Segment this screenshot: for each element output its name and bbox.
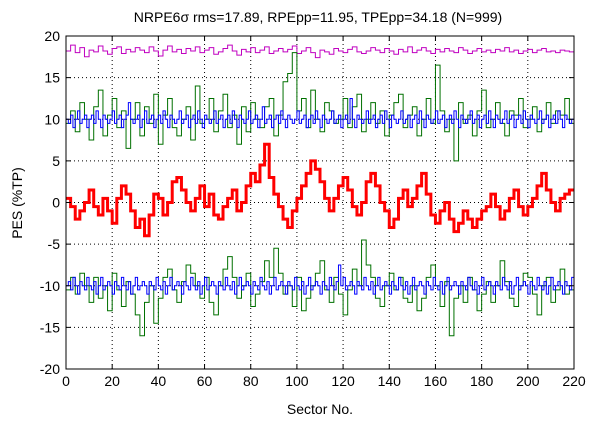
x-tick-label: 200: [516, 373, 540, 389]
y-axis-label: PES (%TP): [9, 167, 25, 239]
y-tick-label: 0: [52, 195, 60, 211]
y-tick-label: -10: [40, 278, 60, 294]
series-line-6: [66, 264, 574, 295]
x-axis-ticks: 0 20 40 60 80 100 120 140 160 180 200 220: [62, 36, 586, 389]
x-tick-label: 180: [470, 373, 494, 389]
x-axis-label: Sector No.: [287, 401, 353, 417]
chart-title: NRPE6σ rms=17.89, RPEpp=11.95, TPEpp=34.…: [134, 9, 502, 25]
y-tick-label: 10: [44, 111, 60, 127]
x-tick-label: 60: [197, 373, 213, 389]
series-line-3: [66, 97, 574, 129]
series-layer: [66, 44, 574, 337]
y-tick-label: -20: [40, 361, 60, 377]
series-line-4: [66, 142, 574, 238]
y-tick-label: 5: [52, 153, 60, 169]
x-tick-label: 20: [104, 373, 120, 389]
y-axis-ticks: 20 15 10 5 0 -5 -10 -15 -20: [40, 28, 574, 377]
x-tick-label: 140: [378, 373, 402, 389]
series-line-1: [66, 44, 574, 59]
x-tick-label: 80: [243, 373, 259, 389]
y-tick-label: -5: [48, 236, 61, 252]
x-tick-label: 100: [285, 373, 309, 389]
y-tick-label: 20: [44, 28, 60, 44]
y-tick-label: -15: [40, 319, 60, 335]
x-tick-label: 120: [331, 373, 355, 389]
y-tick-label: 15: [44, 70, 60, 86]
x-tick-label: 40: [151, 373, 167, 389]
x-tick-label: 0: [62, 373, 70, 389]
x-tick-label: 220: [562, 373, 586, 389]
x-tick-label: 160: [424, 373, 448, 389]
